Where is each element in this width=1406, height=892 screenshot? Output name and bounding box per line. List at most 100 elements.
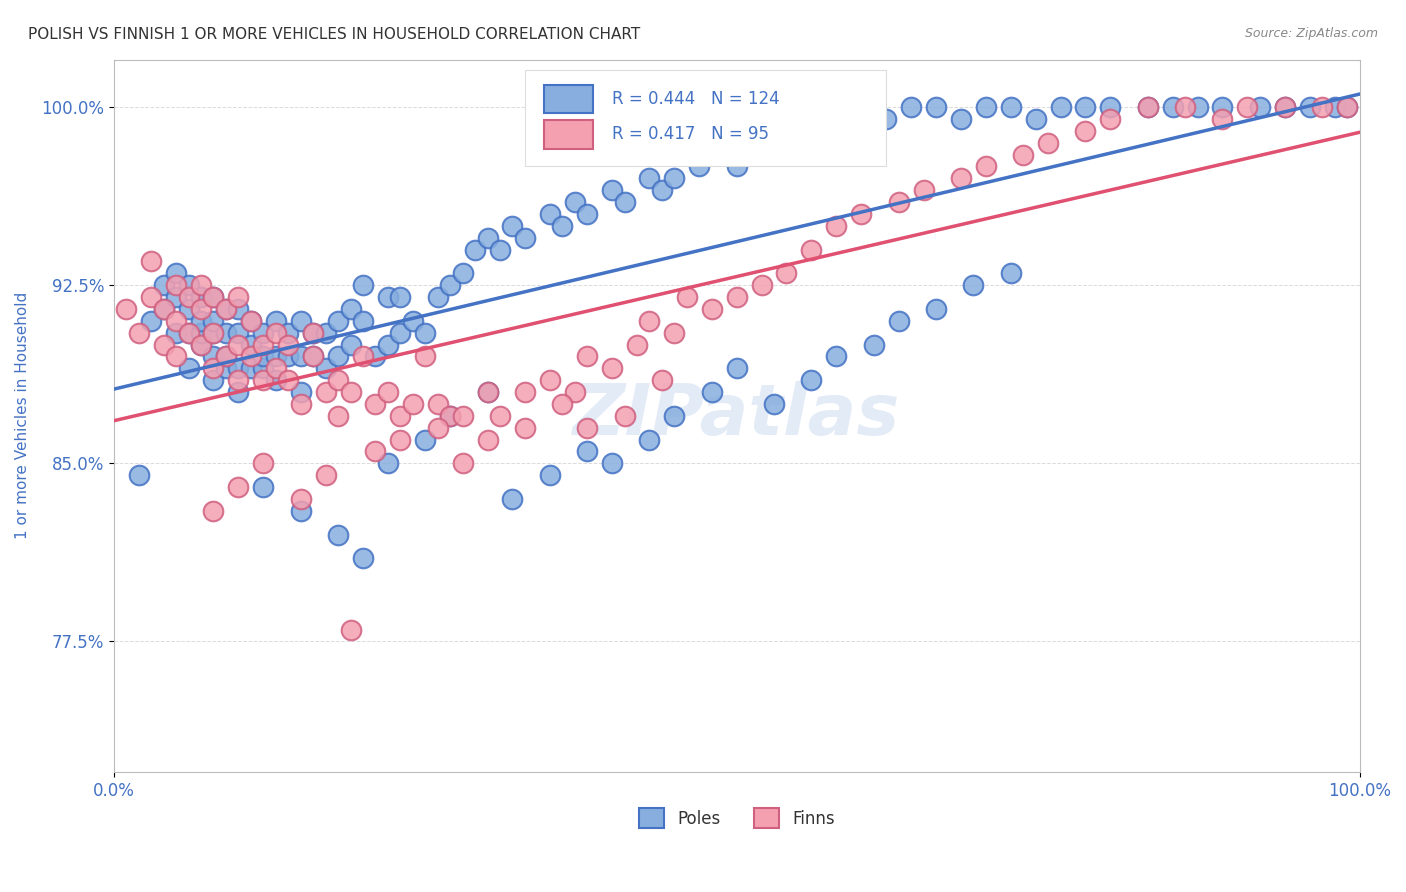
Point: [290, 385, 312, 400]
Point: [302, 350, 325, 364]
Point: [264, 350, 287, 364]
Point: [1099, 112, 1122, 126]
Point: [800, 124, 823, 138]
Point: [215, 350, 238, 364]
Point: [1161, 100, 1184, 114]
Point: [439, 409, 461, 423]
Point: [576, 444, 599, 458]
Point: [141, 290, 163, 304]
Point: [402, 397, 425, 411]
Point: [1136, 100, 1159, 114]
Point: [315, 385, 337, 400]
Point: [600, 361, 623, 376]
Point: [141, 314, 163, 328]
Point: [228, 385, 250, 400]
Point: [974, 160, 997, 174]
Point: [389, 433, 412, 447]
Point: [326, 409, 349, 423]
Point: [264, 373, 287, 387]
Text: POLISH VS FINNISH 1 OR MORE VEHICLES IN HOUSEHOLD CORRELATION CHART: POLISH VS FINNISH 1 OR MORE VEHICLES IN …: [28, 27, 640, 42]
Point: [439, 409, 461, 423]
Point: [128, 326, 150, 340]
Point: [477, 385, 499, 400]
Point: [413, 433, 436, 447]
Point: [763, 147, 786, 161]
Point: [364, 444, 387, 458]
Point: [228, 326, 250, 340]
Point: [277, 350, 299, 364]
Point: [277, 326, 299, 340]
Point: [775, 136, 797, 150]
Point: [352, 278, 374, 293]
Point: [165, 350, 187, 364]
Point: [1323, 100, 1346, 114]
Point: [825, 219, 848, 233]
Point: [1187, 100, 1209, 114]
Point: [290, 314, 312, 328]
Point: [364, 397, 387, 411]
Point: [252, 361, 274, 376]
Point: [851, 207, 873, 221]
Point: [377, 337, 399, 351]
Point: [638, 433, 661, 447]
Point: [177, 301, 200, 316]
Point: [626, 337, 648, 351]
Point: [252, 456, 274, 470]
Point: [165, 278, 187, 293]
Point: [326, 527, 349, 541]
Point: [339, 385, 361, 400]
Point: [725, 290, 748, 304]
Point: [190, 290, 212, 304]
Point: [215, 350, 238, 364]
Point: [887, 314, 910, 328]
Point: [1025, 112, 1047, 126]
Point: [1310, 100, 1333, 114]
Point: [426, 290, 449, 304]
Legend: Poles, Finns: Poles, Finns: [633, 801, 841, 835]
Point: [1000, 266, 1022, 280]
Point: [190, 301, 212, 316]
Point: [202, 326, 225, 340]
Point: [862, 337, 884, 351]
Point: [277, 337, 299, 351]
Point: [165, 290, 187, 304]
Point: [326, 350, 349, 364]
Point: [651, 373, 673, 387]
Point: [165, 266, 187, 280]
Point: [664, 409, 686, 423]
Point: [252, 326, 274, 340]
Point: [165, 326, 187, 340]
Point: [377, 385, 399, 400]
Point: [352, 551, 374, 566]
Point: [477, 230, 499, 244]
Point: [763, 397, 786, 411]
Text: R = 0.417   N = 95: R = 0.417 N = 95: [612, 126, 769, 144]
Point: [339, 301, 361, 316]
Point: [900, 100, 922, 114]
Point: [501, 491, 523, 506]
Bar: [544, 120, 593, 149]
Point: [1136, 100, 1159, 114]
Point: [775, 266, 797, 280]
Point: [252, 337, 274, 351]
Point: [290, 397, 312, 411]
Point: [664, 326, 686, 340]
Point: [851, 124, 873, 138]
Point: [128, 468, 150, 483]
Point: [600, 183, 623, 197]
Point: [202, 314, 225, 328]
Point: [688, 160, 710, 174]
Point: [290, 491, 312, 506]
Point: [426, 397, 449, 411]
Point: [377, 456, 399, 470]
Point: [451, 409, 474, 423]
Point: [426, 420, 449, 434]
Point: [800, 373, 823, 387]
Point: [439, 278, 461, 293]
Point: [190, 337, 212, 351]
Point: [1211, 100, 1233, 114]
Point: [1274, 100, 1296, 114]
Point: [600, 456, 623, 470]
Point: [513, 385, 536, 400]
Point: [228, 373, 250, 387]
